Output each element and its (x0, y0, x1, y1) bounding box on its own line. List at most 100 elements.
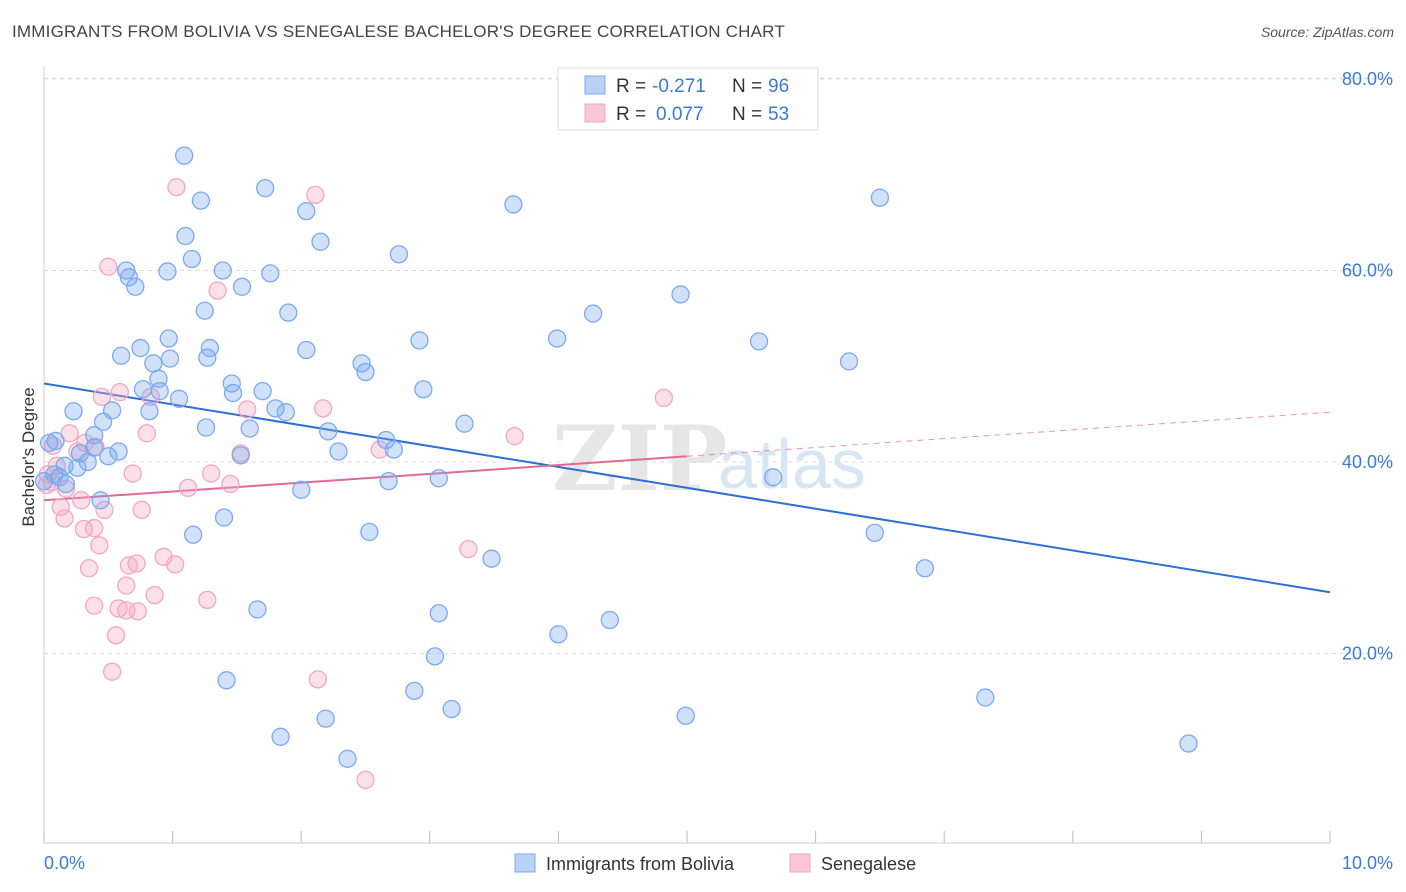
point-bolivia-89 (442, 699, 461, 719)
point-senegalese-43 (85, 596, 104, 615)
point-bolivia-15 (126, 277, 145, 296)
point-bolivia-42 (169, 389, 189, 408)
point-bolivia-68 (34, 471, 54, 491)
point-bolivia-7 (311, 232, 330, 251)
point-bolivia-36 (222, 374, 241, 393)
point-bolivia-58 (109, 442, 128, 461)
point-senegalese-40 (117, 576, 136, 595)
point-senegalese-48 (103, 662, 122, 681)
y-tick-label-40: 40.0% (1342, 452, 1393, 472)
bottom-legend-label-senegalese: Senegalese (821, 854, 916, 874)
point-senegalese-18 (370, 440, 389, 459)
legend-r-label-2: R = (616, 104, 646, 125)
point-senegalese-27 (95, 500, 114, 520)
point-senegalese-32 (85, 518, 104, 538)
point-bolivia-56 (46, 431, 65, 451)
point-senegalese-39 (166, 555, 185, 574)
point-bolivia-1 (191, 191, 211, 210)
point-bolivia-19 (279, 303, 298, 322)
point-senegalese-30 (55, 509, 74, 528)
point-bolivia-86 (217, 671, 236, 690)
point-bolivia-27 (297, 340, 316, 360)
point-bolivia-75 (214, 508, 234, 527)
x-tick-label-max: 10.0% (1342, 853, 1393, 873)
point-bolivia-43 (266, 399, 285, 418)
point-bolivia-9 (389, 245, 409, 264)
point-bolivia-82 (429, 604, 448, 623)
trend-line-senegalese-extension (686, 411, 1331, 457)
point-senegalese-20 (123, 464, 142, 483)
legend-r-value-2: 0.077 (656, 104, 704, 125)
point-senegalese-21 (202, 464, 221, 483)
point-bolivia-81 (248, 600, 267, 619)
point-bolivia-34 (356, 362, 375, 382)
point-bolivia-29 (160, 349, 180, 368)
point-senegalese-42 (198, 590, 217, 610)
point-bolivia-2 (256, 179, 275, 198)
trend-line-senegalese (43, 455, 688, 502)
point-senegalese-12 (137, 424, 157, 443)
point-bolivia-95 (68, 458, 87, 477)
point-senegalese-50 (356, 770, 375, 790)
point-senegalese-0 (167, 178, 186, 197)
y-tick-label-80: 80.0% (1342, 69, 1393, 89)
point-bolivia-47 (140, 402, 159, 421)
point-bolivia-8 (182, 249, 202, 269)
legend-n-label-1: N = (732, 76, 762, 97)
point-bolivia-53 (85, 426, 104, 445)
point-bolivia-41 (414, 380, 433, 399)
legend-n-label-2: N = (732, 104, 762, 125)
point-bolivia-16 (232, 277, 252, 296)
point-senegalese-26 (72, 491, 91, 510)
point-bolivia-55 (39, 433, 59, 453)
point-bolivia-4 (504, 195, 523, 214)
point-bolivia-20 (583, 304, 603, 323)
point-bolivia-13 (261, 264, 280, 283)
point-bolivia-49 (94, 412, 113, 431)
point-senegalese-4 (110, 382, 130, 402)
point-bolivia-63 (384, 440, 403, 459)
point-bolivia-79 (482, 549, 501, 568)
y-axis-label: Bachelor's Degree (19, 387, 38, 526)
point-bolivia-17 (671, 285, 690, 304)
legend-r-label-1: R = (616, 76, 646, 97)
point-bolivia-12 (213, 261, 232, 280)
point-bolivia-38 (150, 381, 169, 401)
trend-line-bolivia (43, 382, 1331, 594)
point-senegalese-34 (459, 539, 478, 559)
bottom-legend-swatch-bolivia (514, 853, 536, 873)
point-bolivia-33 (352, 354, 371, 373)
point-bolivia-85 (425, 647, 445, 666)
point-bolivia-84 (549, 625, 568, 644)
point-senegalese-13 (505, 426, 524, 446)
point-senegalese-29 (132, 500, 151, 520)
point-bolivia-83 (600, 610, 619, 630)
point-bolivia-30 (198, 348, 217, 367)
point-bolivia-32 (144, 354, 163, 373)
point-bolivia-71 (429, 469, 448, 488)
chart-title: IMMIGRANTS FROM BOLIVIA VS SENEGALESE BA… (12, 22, 785, 41)
point-bolivia-70 (379, 471, 398, 491)
point-bolivia-40 (223, 383, 243, 403)
point-bolivia-64 (78, 452, 97, 472)
point-bolivia-24 (749, 332, 769, 351)
legend-swatch-bolivia (584, 75, 606, 95)
point-senegalese-7 (141, 387, 160, 407)
point-bolivia-50 (240, 419, 259, 438)
point-bolivia-78 (184, 525, 203, 544)
point-bolivia-3 (297, 201, 316, 221)
point-bolivia-0 (175, 146, 194, 165)
point-bolivia-92 (1179, 734, 1198, 753)
bottom-legend-label-bolivia: Immigrants from Bolivia (546, 854, 735, 874)
point-senegalese-2 (99, 257, 118, 276)
legend-box: R = -0.271 N = 96 R = 0.077 N = 53 (557, 67, 819, 131)
point-senegalese-49 (308, 670, 328, 689)
point-senegalese-41 (145, 585, 164, 605)
y-tick-label-20: 20.0% (1342, 644, 1393, 664)
point-bolivia-37 (133, 380, 153, 399)
point-bolivia-23 (547, 329, 567, 348)
point-bolivia-18 (195, 301, 214, 320)
point-bolivia-90 (316, 709, 335, 728)
point-senegalese-47 (106, 626, 126, 645)
